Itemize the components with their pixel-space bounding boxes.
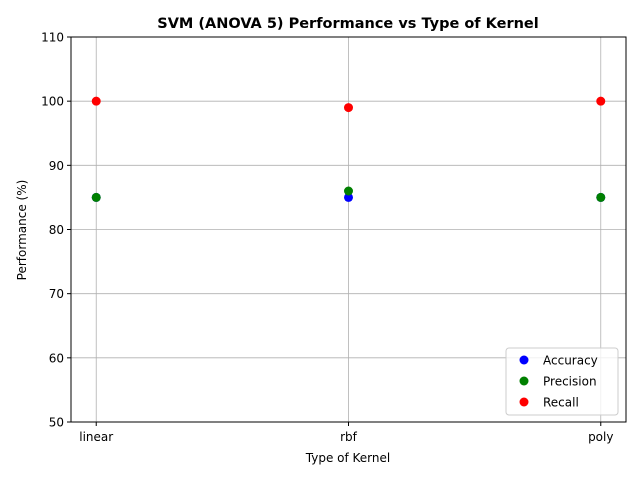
axes: 50 60 70 80 90 100 110 linear rbf poly	[41, 31, 627, 444]
y-tick-label: 50	[49, 416, 64, 430]
legend-box	[505, 347, 619, 416]
legend-marker-accuracy	[519, 355, 529, 365]
data-point-recall	[596, 96, 606, 106]
data-point-recall	[344, 103, 353, 113]
y-tick-label: 110	[41, 31, 64, 45]
x-axis-label: Type of Kernel	[305, 451, 390, 465]
chart-title: SVM (ANOVA 5) Performance vs Type of Ker…	[157, 16, 539, 32]
x-tick-label: linear	[79, 430, 113, 444]
legend-label-accuracy: Accuracy	[543, 354, 598, 368]
data-points	[91, 96, 606, 202]
x-tick-label: rbf	[340, 430, 358, 444]
data-point-accuracy	[344, 192, 353, 202]
y-tick-label: 70	[49, 287, 64, 301]
legend-marker-recall	[519, 397, 529, 407]
y-tick-label: 100	[41, 95, 64, 109]
x-tick-label: poly	[588, 430, 613, 444]
y-axis-label: Performance (%)	[15, 180, 29, 281]
legend-label-recall: Recall	[543, 396, 579, 410]
data-point-precision	[91, 192, 101, 202]
data-point-recall	[91, 96, 101, 106]
y-tick-label: 90	[49, 159, 64, 173]
data-point-precision	[344, 186, 353, 196]
legend-label-precision: Precision	[543, 375, 597, 389]
y-tick-label: 60	[49, 351, 64, 365]
legend: Accuracy Precision Recall	[505, 347, 619, 416]
y-tick-label: 80	[49, 223, 64, 237]
legend-marker-precision	[519, 376, 529, 386]
data-point-precision	[596, 192, 606, 202]
